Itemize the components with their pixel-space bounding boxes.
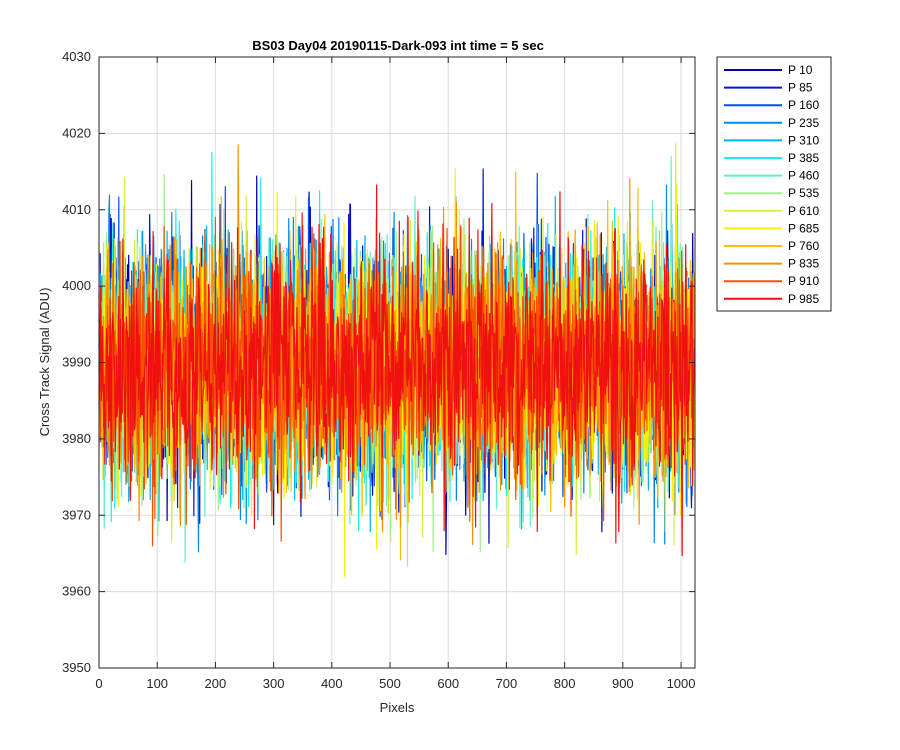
x-axis-label: Pixels xyxy=(380,700,415,715)
x-tick-label: 200 xyxy=(205,676,227,691)
x-tick-label: 100 xyxy=(146,676,168,691)
legend-label: P 160 xyxy=(788,98,819,112)
y-tick-label: 3990 xyxy=(62,355,91,370)
legend-items: P 10 P 85 P 160 P 235 P 310 P 385 P 460 P 535 P … xyxy=(724,63,819,306)
x-tick-label: 800 xyxy=(554,676,576,691)
series-layer xyxy=(98,142,696,578)
x-tick-label: 1000 xyxy=(667,676,696,691)
legend-label: P 985 xyxy=(788,292,819,306)
x-tick-label: 300 xyxy=(263,676,285,691)
y-tick-label: 3980 xyxy=(62,431,91,446)
legend-label: P 10 xyxy=(788,63,813,77)
legend-label: P 385 xyxy=(788,151,819,165)
series-line-p985 xyxy=(98,184,696,557)
legend-label: P 310 xyxy=(788,133,819,147)
chart-title: BS03 Day04 20190115-Dark-093 int time = … xyxy=(252,38,544,53)
legend-label: P 685 xyxy=(788,221,819,235)
legend-label: P 460 xyxy=(788,169,819,183)
legend-label: P 760 xyxy=(788,239,819,253)
y-tick-label: 4000 xyxy=(62,278,91,293)
x-tick-label: 500 xyxy=(379,676,401,691)
y-tick-label: 4030 xyxy=(62,49,91,64)
x-tick-label: 600 xyxy=(437,676,459,691)
y-tick-label: 3960 xyxy=(62,584,91,599)
ticks: 0 100 200 300 400 500 600 700 800 900 1000 3950 3960… xyxy=(62,49,695,691)
legend: P 10 P 85 P 160 P 235 P 310 P 385 P 460 P 535 P … xyxy=(716,56,832,312)
y-tick-label: 3970 xyxy=(62,507,91,522)
legend-label: P 835 xyxy=(788,257,819,271)
x-tick-label: 400 xyxy=(321,676,343,691)
x-tick-label: 900 xyxy=(612,676,634,691)
legend-label: P 610 xyxy=(788,204,819,218)
y-axis-label: Cross Track Signal (ADU) xyxy=(37,288,52,437)
legend-label: P 910 xyxy=(788,274,819,288)
y-tick-label: 3950 xyxy=(62,660,91,675)
legend-box xyxy=(716,56,832,312)
legend-label: P 535 xyxy=(788,186,819,200)
y-tick-label: 4020 xyxy=(62,125,91,140)
x-tick-label: 0 xyxy=(95,676,102,691)
plot-area: 0 100 200 300 400 500 600 700 800 900 1000 3950 3960… xyxy=(62,49,696,691)
x-tick-label: 700 xyxy=(496,676,518,691)
legend-label: P 235 xyxy=(788,116,819,130)
y-tick-label: 4010 xyxy=(62,202,91,217)
legend-label: P 85 xyxy=(788,81,813,95)
